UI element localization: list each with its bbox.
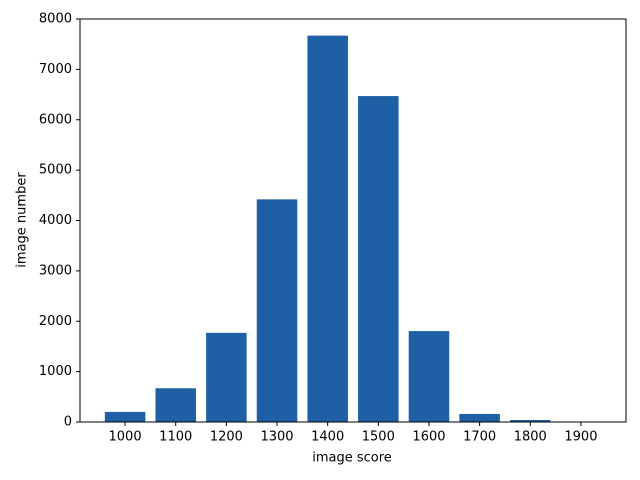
y-tick-label: 1000 xyxy=(39,364,72,379)
y-tick-label: 2000 xyxy=(39,314,72,329)
bar xyxy=(155,388,196,422)
bar xyxy=(206,332,247,422)
y-tick-label: 7000 xyxy=(39,62,72,77)
bar xyxy=(307,35,348,422)
x-tick-label: 1500 xyxy=(362,430,395,445)
bar xyxy=(358,96,399,422)
x-tick-label: 1400 xyxy=(311,430,344,445)
y-axis-label: image number xyxy=(15,172,30,268)
bar xyxy=(510,419,551,422)
x-axis-label: image score xyxy=(312,451,392,466)
bar xyxy=(104,411,146,422)
x-tick-label: 1900 xyxy=(564,430,597,445)
y-tick-label: 4000 xyxy=(39,213,72,228)
y-tick-label: 5000 xyxy=(39,163,72,178)
bar xyxy=(459,413,500,422)
x-tick-label: 1700 xyxy=(463,430,496,445)
y-tick-label: 0 xyxy=(64,415,72,430)
x-tick-label: 1800 xyxy=(514,430,547,445)
x-tick-label: 1200 xyxy=(210,430,243,445)
x-tick-label: 1600 xyxy=(412,430,445,445)
bar xyxy=(408,331,450,422)
plot-frame xyxy=(79,18,627,423)
x-tick-label: 1300 xyxy=(260,430,293,445)
bar xyxy=(256,199,298,422)
y-tick-label: 6000 xyxy=(39,112,72,127)
y-tick-label: 3000 xyxy=(39,263,72,278)
x-tick-label: 1100 xyxy=(159,430,192,445)
x-tick-label: 1000 xyxy=(109,430,142,445)
y-tick-label: 8000 xyxy=(39,12,72,27)
